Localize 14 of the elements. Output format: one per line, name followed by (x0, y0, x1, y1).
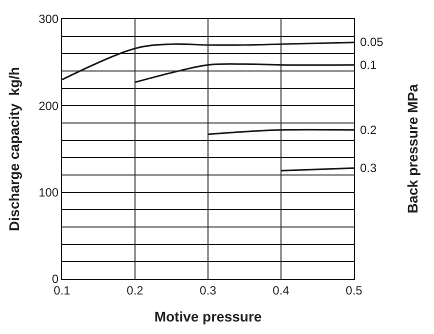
x-tick-label: 0.5 (346, 283, 363, 298)
y-axis-title: Discharge capacity kg/h (6, 66, 22, 232)
y2-axis-title: Back pressure MPa (404, 84, 420, 214)
x-tick-label: 0.4 (272, 283, 290, 298)
series-label: 0.05 (360, 35, 384, 49)
y-tick-label: 100 (38, 186, 59, 200)
y-tick-label: 200 (38, 98, 59, 113)
series-label: 0.1 (360, 58, 378, 72)
series-label: 0.3 (360, 161, 378, 175)
y-tick-label: 300 (38, 12, 59, 26)
series-label: 0.2 (360, 123, 378, 137)
x-tick-label: 0.3 (200, 283, 217, 298)
x-axis-title: Motive pressure (154, 308, 262, 325)
x-tick-label: 0.2 (126, 283, 144, 298)
